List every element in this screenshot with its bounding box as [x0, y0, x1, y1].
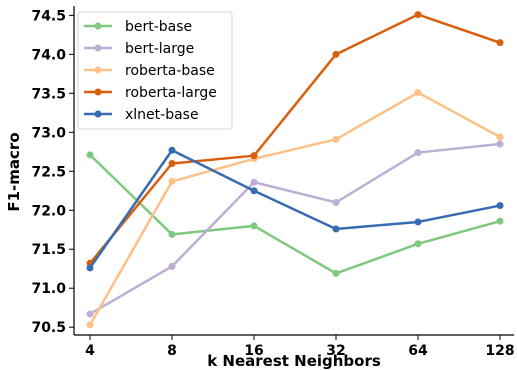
series-bert-base [86, 151, 504, 277]
series-xlnet-base [86, 146, 504, 272]
data-point [332, 198, 340, 206]
legend: bert-base bert-large roberta-base roberta-l… [77, 11, 233, 130]
y-tick-label: 71.5 [31, 242, 66, 258]
data-point [250, 152, 258, 160]
data-point [250, 178, 258, 186]
x-tick-label: 32 [326, 343, 345, 359]
data-point [332, 225, 340, 233]
legend-item: xlnet-base [84, 107, 199, 123]
legend-label: roberta-large [125, 85, 217, 101]
y-axis-title: F1-macro [5, 132, 23, 211]
y-ticks: 70.5 71.0 71.5 72.0 72.5 73.0 73.5 74.0 74.5 [31, 8, 74, 336]
series-bert-large [86, 140, 504, 318]
data-point [496, 39, 504, 47]
legend-label: roberta-base [125, 63, 215, 79]
data-point [496, 140, 504, 148]
y-tick-label: 72.5 [31, 164, 66, 180]
data-point [496, 202, 504, 210]
series-line [88, 148, 501, 269]
data-point [86, 264, 94, 272]
legend-swatch-marker [94, 66, 102, 74]
data-point [86, 310, 94, 318]
data-point [414, 149, 422, 157]
x-tick-label: 8 [167, 343, 177, 359]
legend-item: bert-base [84, 19, 192, 35]
data-point [168, 230, 176, 238]
data-point [496, 217, 504, 225]
legend-item: roberta-large [84, 85, 217, 101]
legend-item: bert-large [84, 41, 194, 57]
data-point [250, 187, 258, 195]
legend-frame [77, 11, 233, 130]
x-tick-label: 128 [485, 343, 514, 359]
data-point [168, 146, 176, 154]
x-tick-label: 64 [408, 343, 428, 359]
series-line [88, 91, 501, 326]
legend-swatch-marker [94, 22, 102, 30]
data-point [414, 218, 422, 226]
legend-swatch-marker [94, 110, 102, 118]
y-tick-label: 73.5 [31, 86, 66, 102]
series-line [89, 142, 501, 316]
data-point [86, 321, 94, 329]
series-line [89, 13, 501, 265]
data-point [414, 11, 422, 19]
y-tick-label: 74.5 [31, 8, 66, 24]
axes [73, 6, 514, 336]
legend-swatch-marker [94, 88, 102, 96]
data-point [332, 50, 340, 58]
legend-label: xlnet-base [125, 107, 199, 123]
series-line [89, 154, 501, 275]
data-point [168, 159, 176, 167]
x-ticks: 4 8 16 32 64 128 [85, 335, 515, 359]
y-tick-label: 72.0 [31, 203, 66, 219]
data-point [86, 151, 94, 159]
data-point [414, 89, 422, 97]
y-tick-label: 70.5 [31, 320, 66, 336]
series-roberta-base [86, 89, 504, 329]
y-tick-label: 74.0 [31, 47, 66, 63]
series-roberta-large [86, 11, 504, 267]
legend-label: bert-base [125, 19, 192, 35]
data-point [332, 135, 340, 143]
x-tick-label: 16 [244, 343, 263, 359]
series-group [86, 11, 504, 329]
data-point [332, 269, 340, 277]
data-point [250, 222, 258, 230]
data-point [168, 262, 176, 270]
data-point [168, 177, 176, 185]
data-point [496, 133, 504, 141]
legend-item: roberta-base [84, 63, 215, 79]
data-point [414, 240, 422, 248]
x-axis-title: k Nearest Neighbors [207, 352, 381, 370]
y-tick-label: 71.0 [31, 281, 66, 297]
x-tick-label: 4 [85, 343, 95, 359]
legend-swatch-marker [94, 44, 102, 52]
y-tick-label: 73.0 [31, 125, 66, 141]
legend-label: bert-large [125, 41, 194, 57]
